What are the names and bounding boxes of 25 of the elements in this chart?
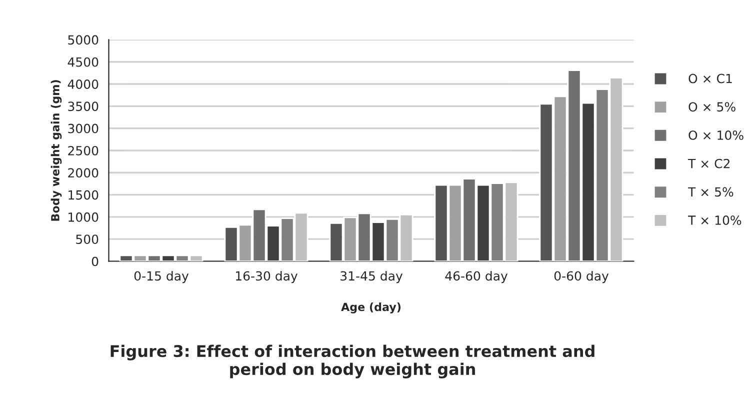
legend-label: T × C2 xyxy=(688,158,730,168)
y-tick-label: 4000 xyxy=(68,79,98,89)
x-tick-label: 0-15 day xyxy=(134,270,189,284)
y-tick-label: 5000 xyxy=(68,35,98,45)
x-tick-label: 31-45 day xyxy=(340,270,403,284)
legend-label: O × C1 xyxy=(688,74,732,84)
y-tick-label: 1000 xyxy=(68,212,98,222)
legend-label: O × 5% xyxy=(688,102,736,112)
x-tick-label: 16-30 day xyxy=(236,270,298,284)
x-axis-title: Age (day) xyxy=(341,302,401,314)
y-axis-title: Body weight gain (gm) xyxy=(50,80,62,221)
y-tick-label: 1500 xyxy=(68,190,98,200)
legend-label: T × 10% xyxy=(688,216,742,225)
legend-label: O × 10% xyxy=(688,130,744,140)
text: Figure 3: Effect of interaction between treatment and period on body weight gain xyxy=(110,344,594,378)
y-tick-label: 0 xyxy=(92,256,98,266)
y-tick-label: 4500 xyxy=(68,57,98,67)
y-tick-label: 3500 xyxy=(68,102,98,112)
y-tick-label: 2000 xyxy=(68,168,98,178)
y-tick-label: 3000 xyxy=(68,124,98,134)
legend-label: T × 5% xyxy=(688,187,734,197)
y-tick-label: 2500 xyxy=(68,146,98,156)
x-tick-label: 46-60 day xyxy=(445,270,508,284)
y-tick-label: 500 xyxy=(76,234,98,244)
x-tick-label: 0-60 day xyxy=(554,270,609,284)
